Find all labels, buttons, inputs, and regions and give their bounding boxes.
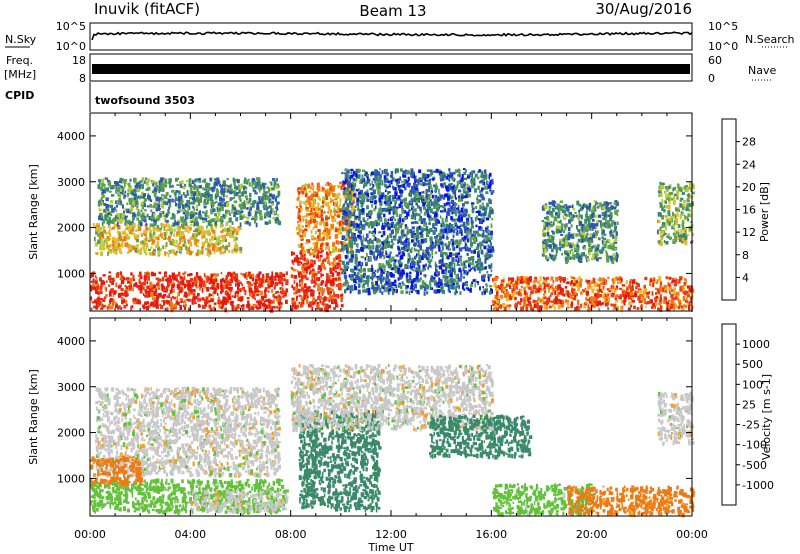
power-colorbar-label: Power [dB] bbox=[758, 182, 771, 242]
velocity-ylabel: Slant Range [km] bbox=[27, 369, 40, 465]
velocity-colorbar-tick: 500 bbox=[742, 358, 763, 371]
power-colorbar-tick: 24 bbox=[742, 158, 756, 171]
freq-right-tick-high: 60 bbox=[708, 54, 722, 67]
noise-left-tick-low: 10^0 bbox=[56, 40, 86, 53]
freq-left-tick-high: 18 bbox=[72, 54, 86, 67]
time-axis: 00:00 04:00 08:00 12:00 16:00 20:00 00:00 bbox=[74, 113, 708, 541]
power-region-8 bbox=[656, 181, 695, 246]
freq-left-tick-low: 8 bbox=[79, 72, 86, 85]
time-tick-label: 00:00 bbox=[74, 528, 106, 541]
cpid-label: CPID bbox=[5, 89, 34, 102]
velocity-region-9 bbox=[657, 391, 695, 447]
freq-unit-label: [MHz] bbox=[4, 68, 36, 81]
velocity-colorbar-tick: -500 bbox=[742, 459, 767, 472]
velocity-colorbar: 1000 500 100 25 -25 -100 -500 -1000 bbox=[721, 323, 774, 506]
time-tick-label: 16:00 bbox=[475, 528, 507, 541]
power-region-6 bbox=[491, 275, 695, 313]
velocity-y-ticks: 1000 2000 3000 4000 bbox=[57, 335, 692, 485]
noise-trace bbox=[91, 31, 693, 41]
velocity-region-5 bbox=[290, 363, 494, 433]
power-ylabel: Slant Range [km] bbox=[27, 164, 40, 260]
velocity-colorbar-label: Velocity [m s-1] bbox=[760, 374, 773, 460]
time-tick-label: 08:00 bbox=[275, 528, 307, 541]
nsearch-label: N.Search bbox=[745, 33, 795, 46]
station-title: Inuvik (fitACF) bbox=[94, 0, 200, 18]
freq-right-tick-low: 0 bbox=[708, 72, 715, 85]
power-colorbar-tick: 4 bbox=[742, 271, 749, 284]
noise-panel: N.Sky N.Search 10^5 10^0 10^5 10^0 bbox=[5, 20, 795, 53]
nave-label: Nave bbox=[748, 64, 776, 77]
freq-trace bbox=[92, 64, 690, 74]
noise-left-tick-high: 10^5 bbox=[56, 20, 86, 33]
beam-title: Beam 13 bbox=[359, 2, 426, 20]
velocity-colorbar-tick: -100 bbox=[742, 439, 767, 452]
power-region-5 bbox=[340, 168, 495, 296]
power-ytick-label: 3000 bbox=[57, 176, 85, 189]
velocity-colorbar-tick: -25 bbox=[742, 419, 760, 432]
power-region-2 bbox=[97, 177, 282, 228]
power-region-1 bbox=[92, 223, 243, 258]
power-colorbar: 4 8 12 16 20 24 28 bbox=[721, 118, 756, 301]
x-axis-label: Time UT bbox=[367, 541, 413, 554]
velocity-ytick-label: 2000 bbox=[57, 427, 85, 440]
velocity-colorbar-tick: 25 bbox=[742, 398, 756, 411]
power-ytick-label: 1000 bbox=[57, 267, 85, 280]
power-ytick-label: 2000 bbox=[57, 222, 85, 235]
noise-right-tick-low: 10^0 bbox=[708, 40, 738, 53]
velocity-region-6 bbox=[429, 414, 533, 460]
time-tick-label: 00:00 bbox=[676, 528, 708, 541]
velocity-panel bbox=[90, 363, 695, 518]
velocity-region-8 bbox=[567, 485, 695, 518]
noise-right-tick-high: 10^5 bbox=[708, 20, 738, 33]
power-colorbar-tick: 16 bbox=[742, 204, 756, 217]
velocity-ytick-label: 4000 bbox=[57, 335, 85, 348]
power-colorbar-tick: 12 bbox=[742, 226, 756, 239]
time-tick-label: 12:00 bbox=[375, 528, 407, 541]
velocity-region-1 bbox=[190, 489, 289, 514]
velocity-colorbar-tick: -1000 bbox=[742, 479, 774, 492]
velocity-region-3 bbox=[90, 455, 143, 488]
power-y-ticks: 1000 2000 3000 4000 bbox=[57, 130, 692, 280]
time-tick-label: 04:00 bbox=[174, 528, 206, 541]
power-region-7 bbox=[541, 200, 619, 265]
date-title: 30/Aug/2016 bbox=[595, 0, 692, 18]
velocity-ytick-label: 3000 bbox=[57, 381, 85, 394]
power-colorbar-tick: 8 bbox=[742, 249, 749, 262]
power-region-4 bbox=[295, 181, 357, 255]
power-panel bbox=[90, 168, 695, 313]
velocity-region-4 bbox=[298, 410, 382, 513]
power-region-0 bbox=[90, 271, 289, 313]
freq-label: Freq. bbox=[6, 54, 33, 67]
power-colorbar-tick: 28 bbox=[742, 136, 756, 149]
nsky-label: N.Sky bbox=[5, 33, 37, 46]
power-ytick-label: 4000 bbox=[57, 130, 85, 143]
time-tick-label: 20:00 bbox=[576, 528, 608, 541]
velocity-colorbar-tick: 1000 bbox=[742, 338, 770, 351]
cpid-value: twofsound 3503 bbox=[95, 94, 195, 107]
velocity-colorbar-tick: 100 bbox=[742, 378, 763, 391]
power-region-3 bbox=[290, 250, 344, 313]
power-colorbar-tick: 20 bbox=[742, 181, 756, 194]
velocity-ytick-label: 1000 bbox=[57, 472, 85, 485]
velocity-region-2 bbox=[95, 386, 282, 479]
freq-panel: Freq. [MHz] Nave 18 8 60 0 bbox=[4, 53, 776, 85]
